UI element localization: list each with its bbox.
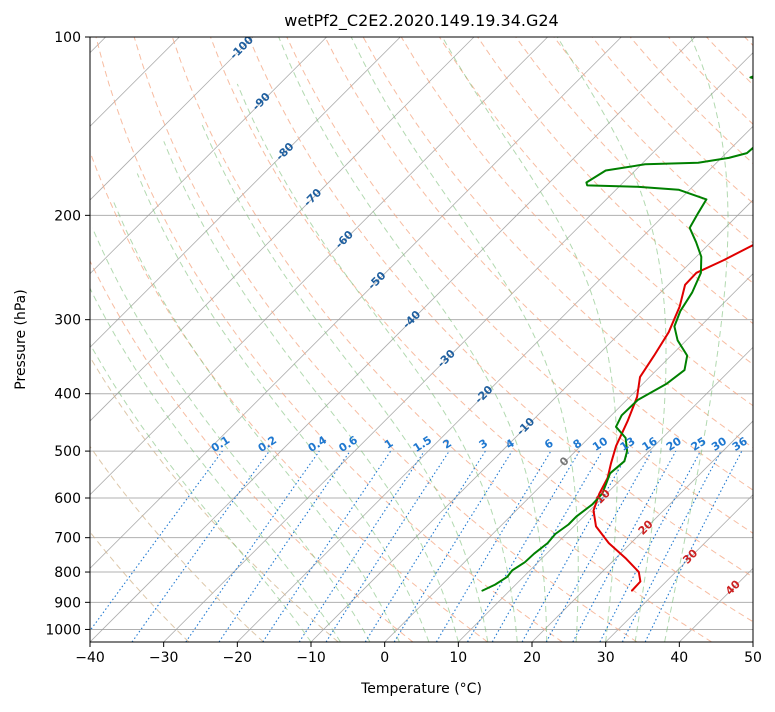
x-tick-label: 40 bbox=[670, 650, 688, 666]
y-tick-label: 500 bbox=[54, 444, 81, 460]
y-tick-label: 600 bbox=[54, 491, 81, 507]
x-tick-label: −30 bbox=[149, 650, 179, 666]
y-tick-label: 100 bbox=[54, 30, 81, 46]
y-tick-label: 1000 bbox=[45, 622, 81, 638]
x-tick-label: −20 bbox=[223, 650, 253, 666]
y-axis-label: Pressure (hPa) bbox=[13, 289, 29, 389]
y-tick-label: 200 bbox=[54, 208, 81, 224]
x-tick-label: 10 bbox=[449, 650, 467, 666]
y-tick-label: 300 bbox=[54, 313, 81, 329]
y-tick-label: 700 bbox=[54, 531, 81, 547]
x-tick-label: 0 bbox=[380, 650, 389, 666]
x-axis-label: Temperature (°C) bbox=[360, 681, 482, 697]
x-tick-label: 50 bbox=[744, 650, 762, 666]
y-tick-label: 400 bbox=[54, 387, 81, 403]
x-tick-label: 30 bbox=[597, 650, 615, 666]
x-tick-label: −40 bbox=[75, 650, 105, 666]
x-tick-label: −10 bbox=[296, 650, 326, 666]
y-tick-label: 900 bbox=[54, 595, 81, 611]
y-tick-label: 800 bbox=[54, 565, 81, 581]
x-tick-label: 20 bbox=[523, 650, 541, 666]
chart-title: wetPf2_C2E2.2020.149.19.34.G24 bbox=[284, 11, 558, 31]
plot-background bbox=[90, 37, 753, 642]
